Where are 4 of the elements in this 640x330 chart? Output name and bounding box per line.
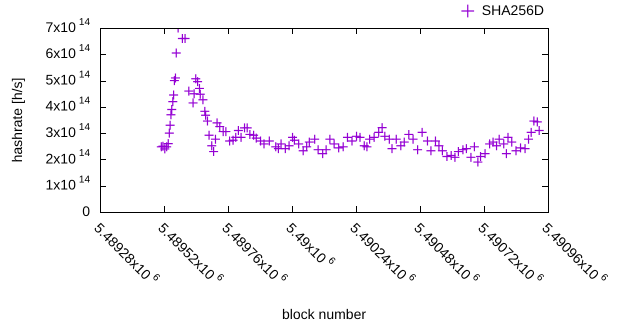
y-tick-label: 0 [82,202,90,219]
x-axis-title: block number [282,306,366,322]
legend-label: SHA256D [482,2,544,18]
y-axis-title: hashrate [h/s] [8,78,25,162]
